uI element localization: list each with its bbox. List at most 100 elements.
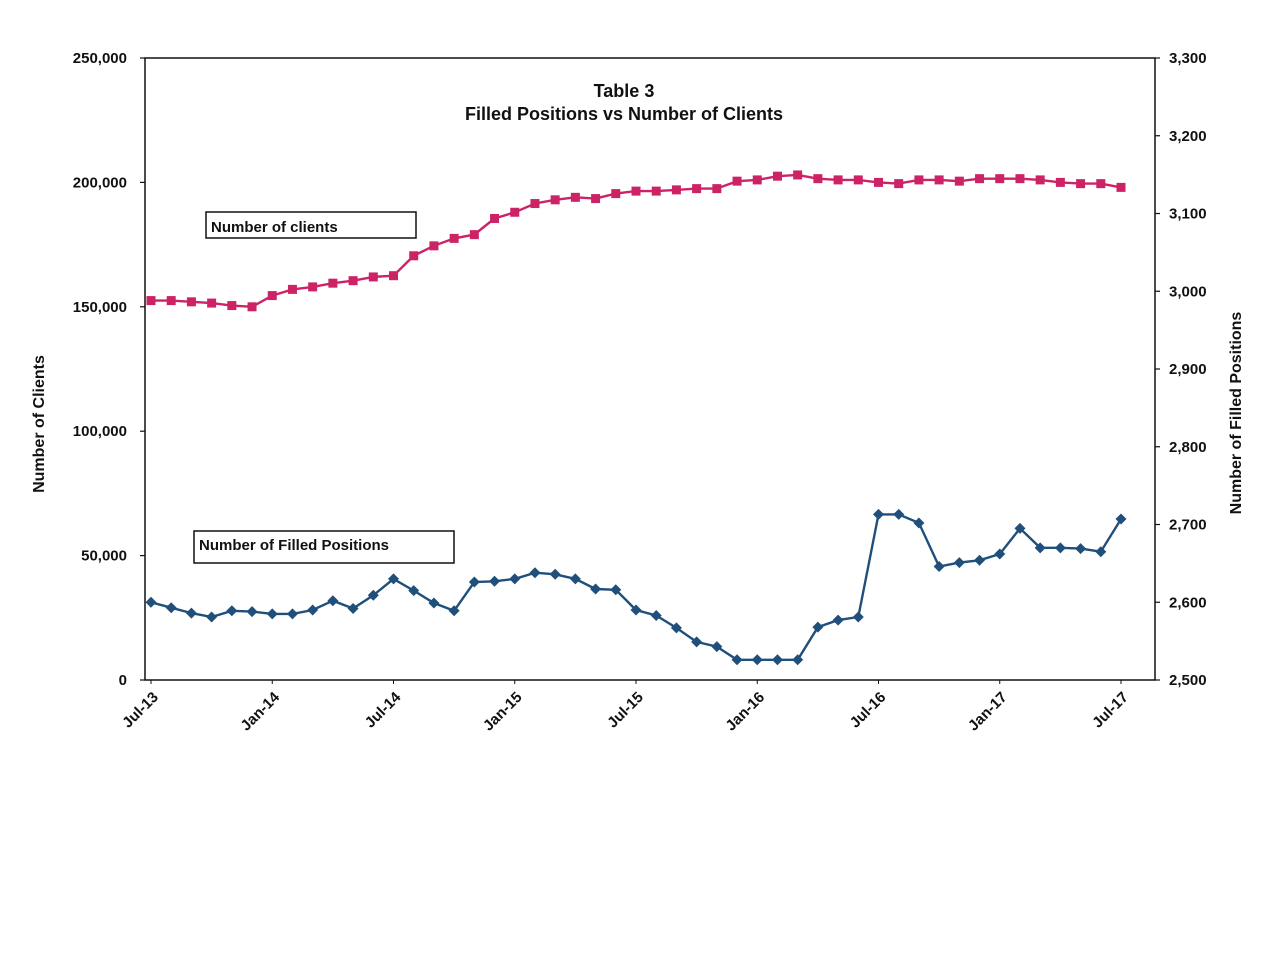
series-0 (146, 170, 1126, 312)
data-point (630, 604, 642, 616)
data-point (894, 179, 904, 189)
data-point (550, 195, 560, 205)
data-point (367, 589, 379, 601)
data-point (449, 233, 459, 243)
data-point (893, 508, 905, 520)
y-axis-left: 0 50,000 100,000 150,000 200,000 250,000 (73, 50, 145, 689)
data-point (490, 213, 500, 223)
data-point (226, 605, 238, 617)
legend-clients: Number of clients (205, 211, 417, 239)
series-layer (145, 170, 1127, 666)
legend-filled-positions: Number of Filled Positions (193, 530, 455, 564)
data-point (246, 606, 258, 618)
data-point (569, 573, 581, 585)
data-point (711, 641, 723, 653)
y-left-tick-label: 100,000 (73, 423, 127, 440)
data-point (752, 175, 762, 185)
data-point (590, 583, 602, 595)
data-point (1095, 546, 1107, 558)
data-point (145, 596, 157, 608)
data-point (165, 602, 177, 614)
data-point (570, 192, 580, 202)
legend-clients-box (205, 211, 417, 239)
data-point (732, 176, 742, 186)
data-point (771, 654, 783, 666)
data-point (448, 605, 460, 617)
data-point (428, 597, 440, 609)
data-point (1015, 174, 1025, 184)
data-point (469, 230, 479, 240)
y-left-tick-label: 250,000 (73, 50, 127, 67)
y-right-tick-label: 2,600 (1169, 594, 1207, 611)
data-point (691, 636, 703, 648)
data-point (650, 609, 662, 621)
data-point (327, 595, 339, 607)
data-point (671, 185, 681, 195)
data-point (772, 171, 782, 181)
data-point (953, 557, 965, 569)
data-point (408, 585, 420, 597)
x-tick-label: Jul-17 (1089, 689, 1132, 732)
data-point (1054, 542, 1066, 554)
data-point (308, 282, 318, 292)
x-tick-label: Jan-16 (722, 689, 768, 735)
y-axis-right-title: Number of Filled Positions (1228, 312, 1245, 515)
data-point (731, 654, 743, 666)
data-point (207, 298, 217, 308)
x-tick-label: Jul-14 (362, 688, 405, 731)
y-right-tick-label: 3,300 (1169, 50, 1207, 67)
data-point (974, 554, 986, 566)
data-point (1075, 543, 1087, 555)
data-point (853, 175, 863, 185)
x-axis: Jul-13 Jan-14 Jul-14 Jan-15 Jul-15 Jan-16 Jul-… (119, 680, 1132, 734)
data-point (873, 508, 884, 520)
data-point (307, 604, 319, 616)
data-point (793, 170, 803, 180)
data-point (913, 517, 925, 529)
data-point (247, 302, 257, 312)
plot-area (144, 57, 1156, 681)
y-right-tick-label: 2,500 (1169, 672, 1207, 689)
data-point (832, 614, 844, 626)
data-point (994, 548, 1006, 560)
y-left-tick-label: 0 (119, 672, 127, 689)
data-point (1096, 179, 1106, 189)
y-right-tick-label: 2,700 (1169, 517, 1207, 534)
data-point (1034, 542, 1046, 554)
legend-filled-positions-label: Number of Filled Positions (199, 537, 389, 554)
data-point (530, 199, 540, 209)
data-point (670, 622, 682, 634)
data-point (328, 278, 338, 288)
data-point (510, 207, 520, 217)
x-tick-label: Jan-14 (237, 688, 283, 734)
data-point (712, 184, 722, 194)
data-point (975, 174, 985, 184)
data-point (348, 276, 358, 286)
data-point (1076, 179, 1086, 189)
data-point (1116, 182, 1126, 192)
data-point (833, 175, 843, 185)
data-point (914, 175, 924, 185)
data-point (489, 575, 501, 587)
y-right-tick-label: 2,800 (1169, 439, 1207, 456)
y-right-tick-label: 2,900 (1169, 361, 1207, 378)
data-point (1035, 175, 1045, 185)
data-point (1055, 177, 1065, 187)
data-point (792, 654, 804, 666)
data-point (852, 611, 864, 623)
x-tick-label: Jul-16 (847, 689, 890, 732)
data-point (874, 177, 883, 187)
x-tick-label: Jan-15 (480, 689, 526, 735)
data-point (186, 297, 196, 307)
legend-clients-label: Number of clients (211, 219, 338, 236)
x-tick-label: Jan-17 (965, 689, 1011, 735)
data-point (146, 296, 156, 306)
data-point (610, 584, 622, 596)
legend-filled-positions-box (193, 530, 455, 564)
series-1 (145, 508, 1127, 666)
data-point (267, 291, 277, 301)
y-axis-right: 2,500 2,600 2,700 2,800 2,900 3,000 3,100 3,200… (1155, 50, 1207, 689)
data-point (429, 241, 439, 251)
data-point (549, 568, 561, 580)
